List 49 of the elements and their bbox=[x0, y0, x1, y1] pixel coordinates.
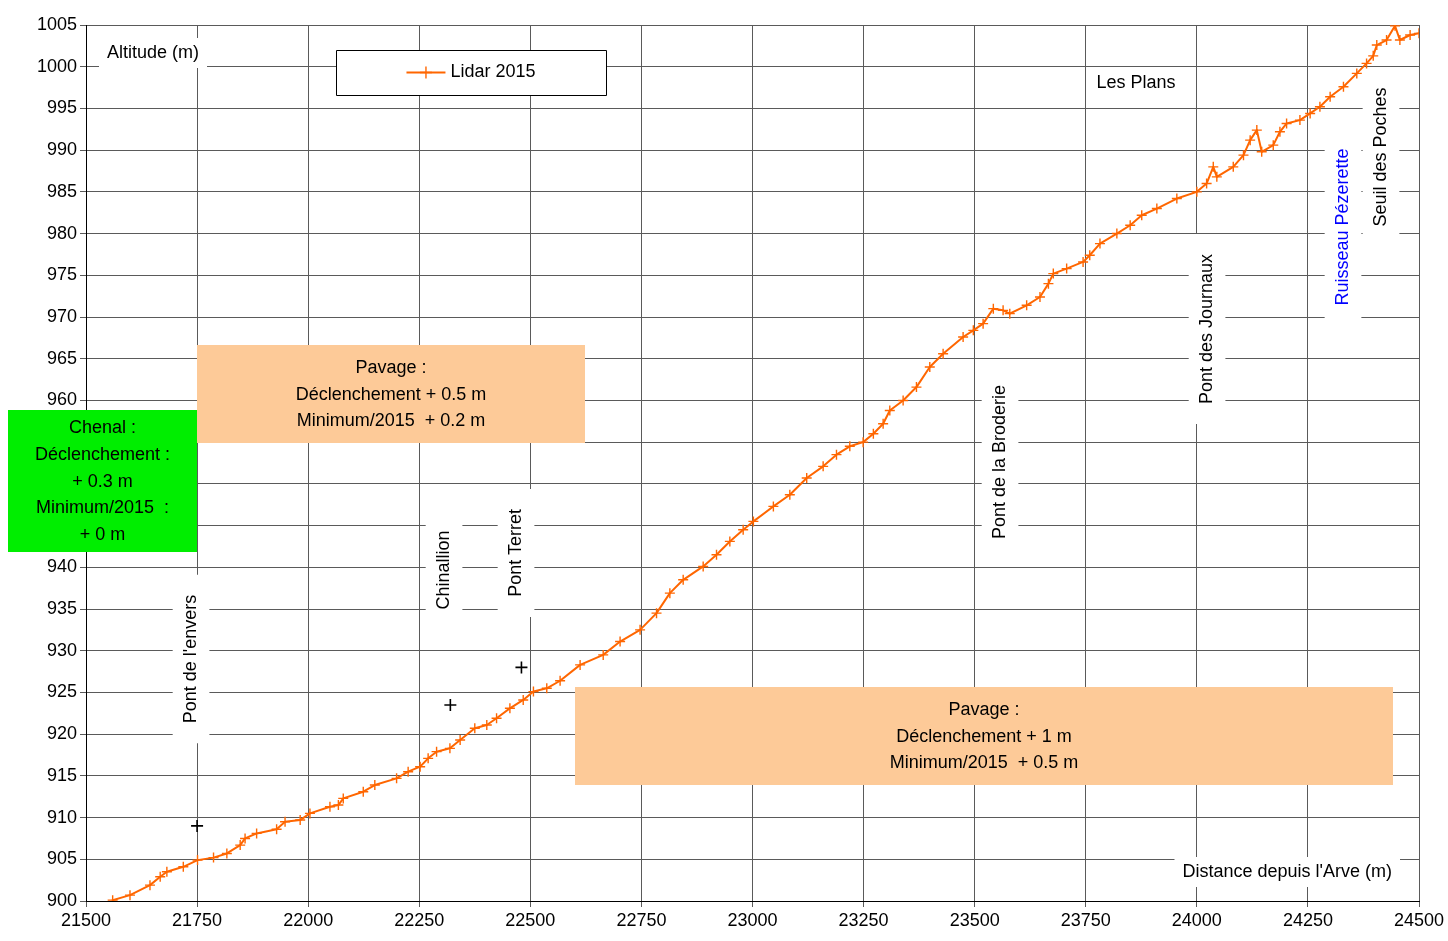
y-tick-label: 920 bbox=[46, 723, 77, 744]
annotation: Pavage : Déclenchement + 1 m Minimum/2015 + 0.5 m bbox=[889, 697, 1079, 775]
y-tick-label: 975 bbox=[46, 264, 77, 285]
legend-label: Lidar 2015 bbox=[450, 61, 536, 82]
annotation: Pont Terret bbox=[504, 509, 525, 597]
y-tick-label: 915 bbox=[46, 764, 77, 785]
y-tick-label: 990 bbox=[46, 139, 77, 160]
y-axis-title: Altitude (m) bbox=[107, 41, 200, 62]
y-tick-label: 960 bbox=[46, 389, 77, 410]
point bbox=[443, 698, 458, 712]
y-tick-label: 930 bbox=[46, 639, 77, 660]
x-tick-label: 24000 bbox=[1171, 909, 1222, 930]
annotation: Pavage : Déclenchement + 0.5 m Minimum/2015 + 0.2 m bbox=[295, 355, 487, 433]
y-tick-label: 900 bbox=[46, 889, 77, 910]
x-tick-label: 24500 bbox=[1393, 909, 1445, 930]
annotation: Chenal : Déclenchement : + 0.3 m Minimum/2015 : + 0 m bbox=[34, 416, 171, 547]
annotation: Les Plans bbox=[1096, 71, 1176, 92]
x-tick-label: 24250 bbox=[1282, 909, 1333, 930]
y-tick-label: 980 bbox=[46, 222, 77, 243]
x-tick-label: 23250 bbox=[838, 909, 889, 930]
y-tick-label: 1000 bbox=[36, 55, 77, 76]
y-tick-label: 910 bbox=[46, 806, 77, 827]
y-tick-label: 935 bbox=[46, 597, 77, 618]
point bbox=[514, 660, 529, 675]
y-tick-label: 1005 bbox=[36, 13, 77, 34]
y-tick-label: 940 bbox=[46, 556, 77, 577]
annotation: Ruisseau Pézerette bbox=[1331, 148, 1352, 306]
point bbox=[190, 819, 204, 833]
y-tick-label: 985 bbox=[46, 180, 77, 201]
annotation: Pont de la Broderie bbox=[989, 384, 1010, 540]
annotation: Seuil des Poches bbox=[1369, 87, 1390, 227]
y-tick-label: 965 bbox=[46, 347, 77, 368]
annotation: Pont de l'envers bbox=[180, 594, 201, 724]
x-tick-label: 23500 bbox=[949, 909, 1000, 930]
x-tick-label: 21750 bbox=[172, 909, 223, 930]
x-tick-label: 22750 bbox=[616, 909, 667, 930]
annotation: Chinallion bbox=[433, 530, 454, 610]
x-tick-label: 21500 bbox=[60, 909, 112, 930]
y-tick-label: 905 bbox=[46, 848, 77, 869]
annotation: Pont des Journaux bbox=[1196, 253, 1217, 405]
x-axis-title: Distance depuis l'Arve (m) bbox=[1182, 860, 1392, 881]
y-tick-label: 995 bbox=[46, 97, 77, 118]
x-tick-label: 23000 bbox=[727, 909, 778, 930]
x-tick-label: 23750 bbox=[1060, 909, 1111, 930]
y-tick-label: 925 bbox=[46, 681, 77, 702]
x-tick-label: 22500 bbox=[505, 909, 556, 930]
y-tick-label: 970 bbox=[46, 305, 77, 326]
x-tick-label: 22250 bbox=[394, 909, 445, 930]
x-tick-label: 22000 bbox=[283, 909, 334, 930]
